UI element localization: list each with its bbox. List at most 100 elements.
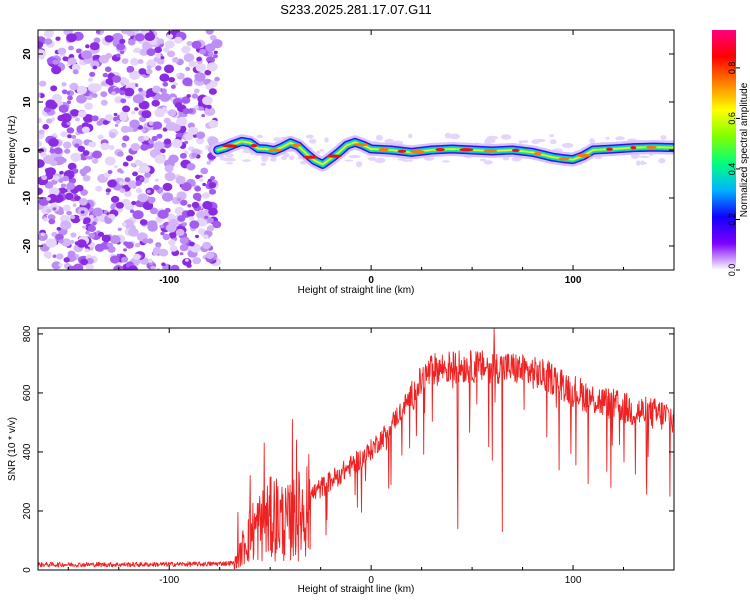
noise-speckle <box>112 75 121 83</box>
noise-speckle <box>110 255 120 264</box>
noise-speckle <box>58 263 63 267</box>
colorbar-axis: 0.0 0.2 0.4 0.6 0.8 <box>727 62 740 276</box>
noise-speckle <box>48 218 56 225</box>
noise-speckle <box>87 77 94 82</box>
track-halo-speckle <box>344 159 354 162</box>
noise-speckle <box>138 68 147 75</box>
noise-speckle <box>46 197 51 201</box>
noise-speckle <box>130 58 139 66</box>
noise-speckle <box>84 102 93 110</box>
track-halo-speckle <box>384 138 395 144</box>
noise-speckle <box>184 133 194 141</box>
noise-speckle <box>160 148 166 154</box>
noise-speckle <box>98 54 110 64</box>
noise-speckle <box>56 226 62 231</box>
noise-speckle <box>108 145 115 151</box>
spectrogram-xlabel: Height of straight line (km) <box>298 285 415 296</box>
noise-speckle <box>63 257 70 263</box>
noise-speckle <box>204 106 216 116</box>
noise-speckle <box>166 33 174 39</box>
noise-speckle <box>62 175 69 182</box>
noise-speckle <box>88 233 95 239</box>
noise-speckle <box>159 224 164 229</box>
noise-speckle <box>128 227 139 237</box>
spectrogram-ytick-label: -20 <box>22 238 33 253</box>
snr-panel: -100 0 100 0 200 400 600 800 Height of straight… <box>7 325 675 595</box>
noise-speckle <box>51 261 62 270</box>
noise-speckle <box>97 134 104 140</box>
track-halo-speckle <box>518 140 524 144</box>
noise-speckle <box>49 148 56 154</box>
noise-speckle <box>104 35 114 43</box>
noise-speckle <box>97 231 105 237</box>
noise-speckle <box>123 248 127 252</box>
snr-axes: -100 0 100 0 200 400 600 800 <box>22 325 675 586</box>
noise-speckle <box>135 188 143 194</box>
noise-speckle <box>179 152 187 159</box>
track-halo-speckle <box>261 157 268 162</box>
noise-speckle <box>147 220 158 229</box>
noise-speckle <box>67 57 77 65</box>
noise-speckle <box>41 175 48 181</box>
noise-speckle <box>82 225 87 229</box>
noise-speckle <box>66 182 75 190</box>
noise-speckle <box>87 225 97 232</box>
noise-speckle <box>154 178 159 182</box>
noise-speckle <box>117 151 124 157</box>
noise-speckle <box>181 182 192 192</box>
noise-speckle <box>95 185 103 192</box>
noise-speckle <box>196 131 206 139</box>
noise-speckle <box>208 88 217 95</box>
noise-speckle <box>134 33 145 42</box>
spectrogram-track <box>210 134 674 172</box>
noise-speckle <box>52 254 57 258</box>
noise-speckle <box>100 99 108 106</box>
noise-speckle <box>207 136 219 146</box>
noise-speckle <box>196 56 202 62</box>
track-peak <box>483 149 498 153</box>
noise-speckle <box>168 219 179 228</box>
noise-speckle <box>85 230 90 235</box>
noise-speckle <box>179 116 185 121</box>
noise-speckle <box>66 121 71 126</box>
noise-speckle <box>119 50 125 55</box>
noise-speckle <box>119 188 126 194</box>
noise-speckle <box>111 91 117 96</box>
noise-speckle <box>206 62 218 72</box>
noise-speckle <box>206 104 212 110</box>
noise-speckle <box>91 158 99 164</box>
noise-speckle <box>67 162 77 171</box>
track-peak <box>409 150 425 154</box>
noise-speckle <box>60 220 72 230</box>
snr-background <box>38 328 674 570</box>
noise-speckle <box>200 167 209 175</box>
track-halo-speckle <box>319 149 325 152</box>
noise-speckle <box>72 203 77 207</box>
noise-speckle <box>107 170 113 174</box>
noise-speckle <box>158 248 169 257</box>
track-peak <box>222 144 238 148</box>
noise-speckle <box>164 164 174 173</box>
noise-speckle <box>74 195 81 201</box>
noise-speckle <box>186 163 196 171</box>
figure-title: S233.2025.281.17.07.G11 <box>280 2 432 17</box>
noise-speckle <box>175 228 185 236</box>
noise-speckle <box>52 133 57 137</box>
noise-speckle <box>143 135 150 141</box>
noise-speckle <box>44 168 51 173</box>
noise-speckle <box>54 147 63 155</box>
noise-speckle <box>119 114 128 122</box>
noise-speckle <box>151 99 160 107</box>
track-peak <box>533 152 542 156</box>
noise-speckle <box>151 135 158 142</box>
noise-speckle <box>205 30 214 35</box>
track-halo-speckle <box>636 160 641 166</box>
noise-speckle <box>70 109 80 117</box>
track-halo-speckle <box>348 155 361 159</box>
noise-speckle <box>68 177 77 184</box>
snr-series <box>38 328 674 570</box>
track-halo-speckle <box>479 158 487 162</box>
noise-speckle <box>182 108 191 115</box>
noise-speckle <box>208 119 219 129</box>
